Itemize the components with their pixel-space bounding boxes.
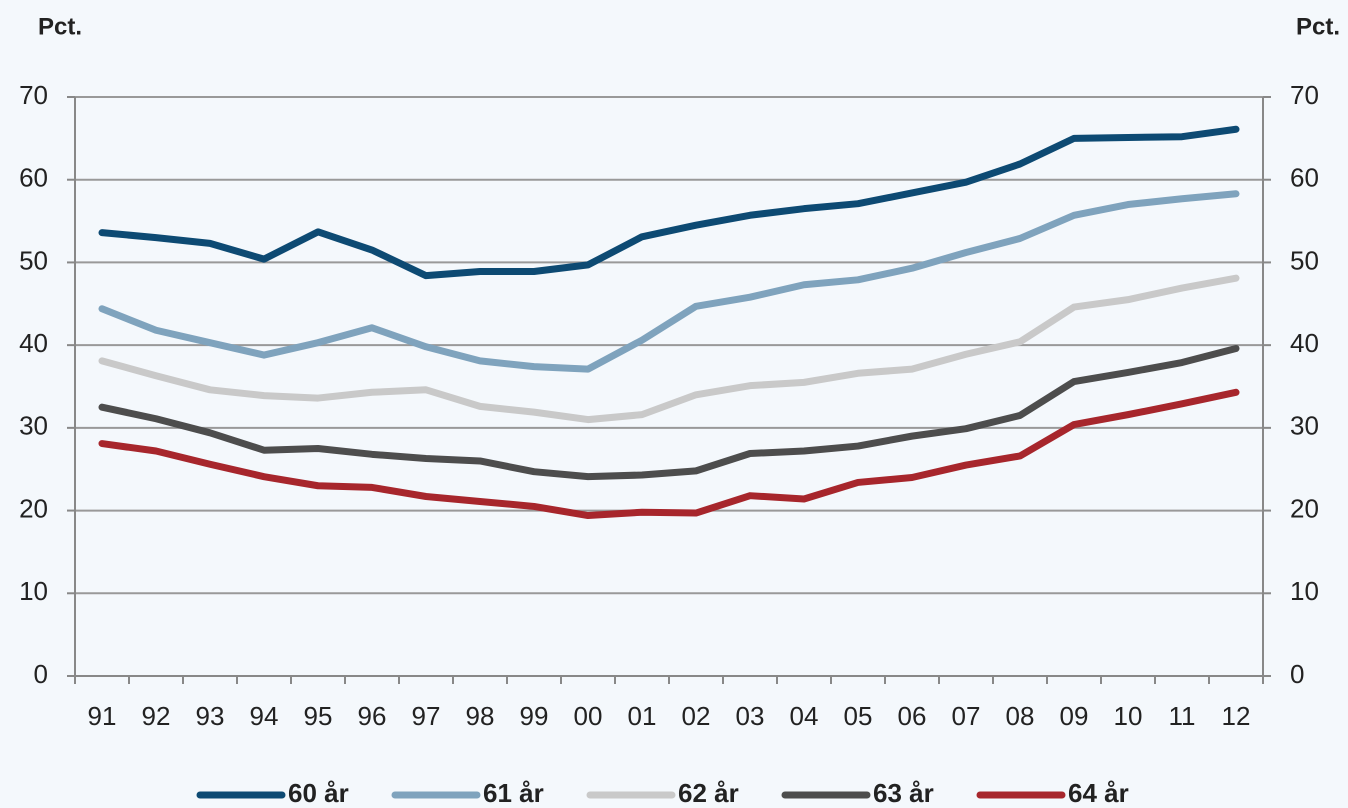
x-tick-label: 91 xyxy=(88,701,117,731)
y-tick-label: 50 xyxy=(19,245,48,275)
data-line xyxy=(98,274,1240,424)
legend-label: 62 år xyxy=(678,778,739,808)
x-tick-label: 11 xyxy=(1169,701,1196,731)
x-tick-label: 07 xyxy=(952,701,981,731)
y2-tick-label: 0 xyxy=(1290,659,1304,689)
x-tick-label: 98 xyxy=(466,701,495,731)
y2-tick-label: 30 xyxy=(1290,411,1319,441)
x-tick-label: 06 xyxy=(898,701,927,731)
y-tick-label: 0 xyxy=(34,659,48,689)
x-tick-label: 93 xyxy=(196,701,225,731)
y-tick-label: 10 xyxy=(19,576,48,606)
data-line xyxy=(98,190,1240,373)
x-tick-label: 04 xyxy=(790,701,819,731)
x-tick-label: 94 xyxy=(250,701,279,731)
y-tick-label: 20 xyxy=(19,493,48,523)
y-tick-label: 30 xyxy=(19,411,48,441)
x-tick-label: 10 xyxy=(1114,701,1143,731)
x-tick-label: 96 xyxy=(358,701,387,731)
x-tick-label: 09 xyxy=(1060,701,1089,731)
y2-tick-label: 70 xyxy=(1290,80,1319,110)
legend-label: 60 år xyxy=(288,778,349,808)
y-tick-label: 60 xyxy=(19,163,48,193)
legend-label: 61 år xyxy=(483,778,544,808)
x-tick-label: 03 xyxy=(736,701,765,731)
data-line xyxy=(98,125,1240,280)
x-tick-label: 01 xyxy=(628,701,657,731)
x-tick-label: 12 xyxy=(1222,701,1251,731)
y-axis-label: Pct. xyxy=(38,13,82,40)
y2-tick-label: 40 xyxy=(1290,328,1319,358)
x-tick-label: 92 xyxy=(142,701,171,731)
legend-label: 64 år xyxy=(1068,778,1129,808)
data-line xyxy=(98,344,1240,481)
legend-label: 63 år xyxy=(873,778,934,808)
y2-tick-label: 50 xyxy=(1290,245,1319,275)
y2-tick-label: 10 xyxy=(1290,576,1319,606)
y-tick-label: 70 xyxy=(19,80,48,110)
y2-tick-label: 20 xyxy=(1290,493,1319,523)
x-tick-label: 08 xyxy=(1006,701,1035,731)
x-tick-label: 95 xyxy=(304,701,333,731)
data-line xyxy=(98,388,1240,520)
y2-axis-label: Pct. xyxy=(1296,13,1340,40)
y-tick-label: 40 xyxy=(19,328,48,358)
x-tick-label: 97 xyxy=(412,701,441,731)
x-tick-label: 02 xyxy=(682,701,711,731)
x-tick-label: 99 xyxy=(520,701,549,731)
y2-tick-label: 60 xyxy=(1290,163,1319,193)
x-tick-label: 00 xyxy=(574,701,603,731)
x-tick-label: 05 xyxy=(844,701,873,731)
